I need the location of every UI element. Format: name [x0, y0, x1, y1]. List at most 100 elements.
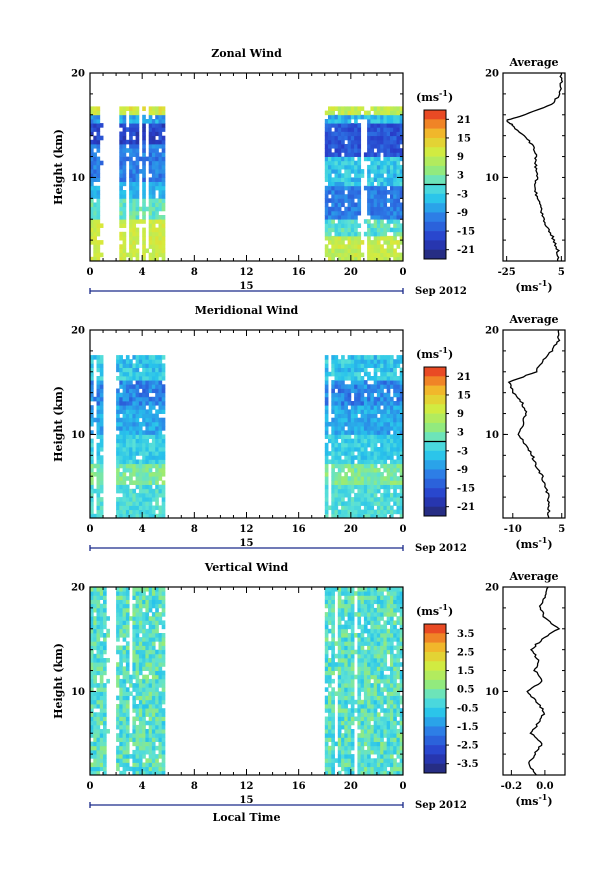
heatmap-cell [135, 392, 140, 398]
heatmap-cell [367, 633, 371, 638]
heatmap-cell [390, 123, 394, 128]
heatmap-cell [390, 252, 394, 258]
heatmap-cell [132, 106, 137, 111]
heatmap-cell [350, 695, 355, 701]
heatmap-cell [399, 633, 404, 638]
heatmap-cell [135, 716, 140, 722]
heatmap-cell [161, 662, 166, 667]
heatmap-cell [393, 758, 397, 763]
heatmap-cell [354, 190, 358, 195]
heatmap-cell [370, 442, 375, 448]
heatmap-cell [324, 413, 329, 419]
heatmap-cell [350, 670, 355, 676]
heatmap-cell [341, 708, 345, 713]
heatmap-cell [393, 687, 397, 692]
heatmap-cell [393, 401, 397, 406]
heatmap-cell [334, 376, 339, 381]
heatmap-cell [363, 484, 368, 490]
heatmap-cell [383, 476, 388, 481]
heatmap-cell [122, 658, 127, 663]
heatmap-cell [396, 687, 401, 692]
heatmap-cell [116, 421, 120, 427]
heatmap-cell [125, 484, 130, 490]
heatmap-cell [350, 438, 355, 444]
panel-title: Zonal Wind [211, 47, 282, 60]
heatmap-cell [122, 135, 127, 141]
heatmap-cell [161, 708, 166, 713]
heatmap-cell [337, 451, 342, 456]
heatmap-cell [399, 185, 404, 191]
heatmap-cell [360, 401, 365, 406]
heatmap-cell [161, 421, 166, 427]
heatmap-cell [350, 687, 355, 692]
heatmap-cell [363, 754, 368, 759]
heatmap-cell [96, 231, 101, 237]
heatmap-cell [367, 223, 371, 228]
heatmap-cell [357, 484, 362, 490]
heatmap-cell [396, 699, 401, 705]
heatmap-cell [122, 231, 127, 237]
heatmap-cell [135, 645, 140, 651]
heatmap-cell [148, 708, 153, 713]
heatmap-cell [350, 144, 355, 149]
heatmap-cell [376, 484, 381, 490]
heatmap-cell [396, 595, 401, 600]
heatmap-cell [135, 729, 140, 734]
heatmap-cell [370, 509, 375, 515]
heatmap-cell [383, 413, 388, 419]
heatmap-cell [337, 227, 342, 233]
heatmap-cell [158, 513, 163, 519]
heatmap-cell [142, 509, 146, 515]
heatmap-cell [142, 388, 146, 394]
heatmap-cell [122, 194, 127, 199]
heatmap-cell [331, 185, 335, 191]
heatmap-cell [122, 480, 127, 485]
heatmap-cell [119, 396, 123, 402]
heatmap-cell [96, 492, 101, 498]
heatmap-cell [148, 733, 153, 738]
heatmap-cell [90, 513, 94, 519]
heatmap-cell [145, 359, 150, 364]
colorbar-label: 15 [457, 133, 471, 144]
heatmap-cell [132, 762, 137, 768]
x-tick-label: 20 [344, 781, 358, 792]
heatmap-cell [337, 114, 342, 120]
heatmap-cell [350, 762, 355, 768]
heatmap-cell [331, 409, 335, 414]
heatmap-cell [96, 607, 101, 613]
heatmap-cell [93, 666, 97, 671]
heatmap-cell [357, 438, 362, 444]
heatmap-cell [158, 591, 163, 596]
heatmap-cell [370, 252, 375, 258]
heatmap-cell [151, 371, 156, 377]
heatmap-cell [142, 198, 146, 203]
heatmap-cell [158, 666, 163, 671]
heatmap-cell [125, 451, 130, 456]
heatmap-cell [148, 388, 153, 394]
heatmap-cell [138, 488, 143, 494]
average-title: Average [508, 313, 558, 326]
heatmap-cell [337, 501, 342, 506]
heatmap-cell [350, 674, 355, 680]
heatmap-cell [367, 240, 371, 245]
heatmap-cell [383, 463, 388, 469]
heatmap-cell [328, 674, 332, 680]
heatmap-cell [380, 591, 384, 596]
heatmap-cell [129, 363, 133, 368]
heatmap-cell [380, 653, 384, 659]
heatmap-cell [360, 716, 365, 722]
heatmap-cell [93, 244, 97, 249]
heatmap-cell [393, 612, 397, 617]
heatmap-cell [99, 712, 104, 717]
heatmap-cell [390, 762, 394, 768]
heatmap-cell [370, 215, 375, 220]
heatmap-cell [151, 699, 156, 705]
heatmap-cell [122, 401, 127, 406]
heatmap-cell [350, 198, 355, 203]
heatmap-cell [103, 691, 107, 696]
heatmap-cell [367, 110, 371, 116]
heatmap-cell [96, 476, 101, 481]
heatmap-cell [138, 472, 143, 477]
heatmap-cell [347, 633, 352, 638]
heatmap-cell [386, 206, 391, 212]
